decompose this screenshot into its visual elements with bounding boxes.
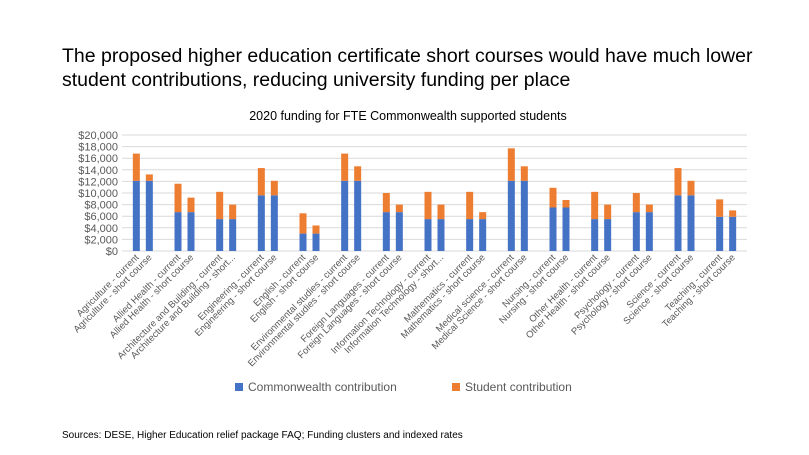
- bar-commonwealth: [562, 207, 570, 251]
- bar-commonwealth: [520, 180, 528, 251]
- bar-student: [729, 210, 737, 217]
- bar-student: [437, 204, 445, 220]
- y-tick-label: $0: [106, 246, 118, 258]
- bar-student: [229, 204, 237, 220]
- bar-student: [174, 183, 182, 213]
- bar-student: [632, 193, 640, 213]
- bar-commonwealth: [174, 212, 182, 251]
- legend-label-commonwealth: Commonwealth contribution: [248, 380, 397, 394]
- legend: Commonwealth contribution Student contri…: [235, 380, 572, 394]
- bar-commonwealth: [216, 219, 224, 251]
- bar-student: [216, 191, 224, 220]
- bar-student: [187, 197, 195, 213]
- bar-commonwealth: [382, 212, 390, 251]
- bar-commonwealth: [729, 216, 737, 251]
- bar-commonwealth: [674, 195, 682, 251]
- legend-label-student: Student contribution: [465, 380, 572, 394]
- bar-commonwealth: [187, 212, 195, 251]
- bar-commonwealth: [229, 219, 237, 251]
- bar-commonwealth: [270, 195, 278, 251]
- bar-student: [507, 148, 515, 181]
- bar-student: [424, 191, 432, 220]
- bar-commonwealth: [354, 180, 362, 251]
- bar-student: [520, 166, 528, 181]
- y-tick-label: $2,000: [84, 234, 118, 246]
- bar-commonwealth: [716, 216, 724, 251]
- bar-student: [354, 166, 362, 181]
- bar-student: [604, 204, 612, 220]
- bar-student: [257, 168, 265, 196]
- bar-commonwealth: [341, 180, 349, 251]
- y-tick-label: $14,000: [78, 165, 118, 177]
- sources-note: Sources: DESE, Higher Education relief p…: [62, 430, 463, 441]
- bar-commonwealth: [257, 195, 265, 251]
- y-tick-label: $6,000: [84, 211, 118, 223]
- y-tick-label: $10,000: [78, 188, 118, 200]
- bar-commonwealth: [145, 180, 153, 251]
- y-tick-label: $12,000: [78, 176, 118, 188]
- bar-student: [645, 204, 653, 213]
- y-tick-label: $4,000: [84, 223, 118, 235]
- bar-commonwealth: [479, 219, 487, 251]
- bar-student: [132, 153, 140, 181]
- bar-commonwealth: [591, 219, 599, 251]
- bar-student: [549, 187, 557, 208]
- bar-student: [687, 180, 695, 196]
- bar-student: [716, 199, 724, 217]
- bar-student: [395, 204, 403, 213]
- y-tick-label: $16,000: [78, 153, 118, 165]
- headline: The proposed higher education certificat…: [62, 44, 782, 92]
- bar-student: [479, 212, 487, 220]
- y-axis-tick-labels: $0$2,000$4,000$6,000$8,000$10,000$12,000…: [78, 130, 118, 258]
- bar-commonwealth: [604, 219, 612, 251]
- bar-student: [145, 174, 153, 181]
- bar-commonwealth: [312, 233, 320, 251]
- bar-student: [674, 168, 682, 196]
- bars: [132, 148, 737, 251]
- bar-commonwealth: [132, 180, 140, 251]
- y-tick-label: $20,000: [78, 130, 118, 142]
- chart-title: 2020 funding for FTE Commonwealth suppor…: [249, 109, 567, 123]
- bar-commonwealth: [645, 212, 653, 251]
- bar-commonwealth: [549, 207, 557, 251]
- bar-commonwealth: [466, 219, 474, 251]
- legend-swatch-commonwealth: [235, 383, 243, 391]
- bar-commonwealth: [507, 180, 515, 251]
- bar-student: [562, 199, 570, 208]
- gridlines: [122, 134, 747, 252]
- bar-student: [382, 193, 390, 213]
- bar-commonwealth: [424, 219, 432, 251]
- bar-commonwealth: [687, 195, 695, 251]
- bar-student: [341, 153, 349, 181]
- headline-line-2: student contributions, reducing universi…: [62, 69, 571, 91]
- bar-commonwealth: [437, 219, 445, 251]
- bar-student: [299, 213, 307, 234]
- y-tick-label: $18,000: [78, 142, 118, 154]
- bar-student: [312, 225, 320, 234]
- bar-student: [591, 191, 599, 220]
- y-tick-label: $8,000: [84, 200, 118, 212]
- legend-swatch-student: [452, 383, 460, 391]
- bar-student: [466, 191, 474, 220]
- bar-commonwealth: [395, 212, 403, 251]
- bar-commonwealth: [299, 233, 307, 251]
- bar-student: [270, 180, 278, 196]
- headline-line-1: The proposed higher education certificat…: [62, 45, 753, 67]
- bar-commonwealth: [632, 212, 640, 251]
